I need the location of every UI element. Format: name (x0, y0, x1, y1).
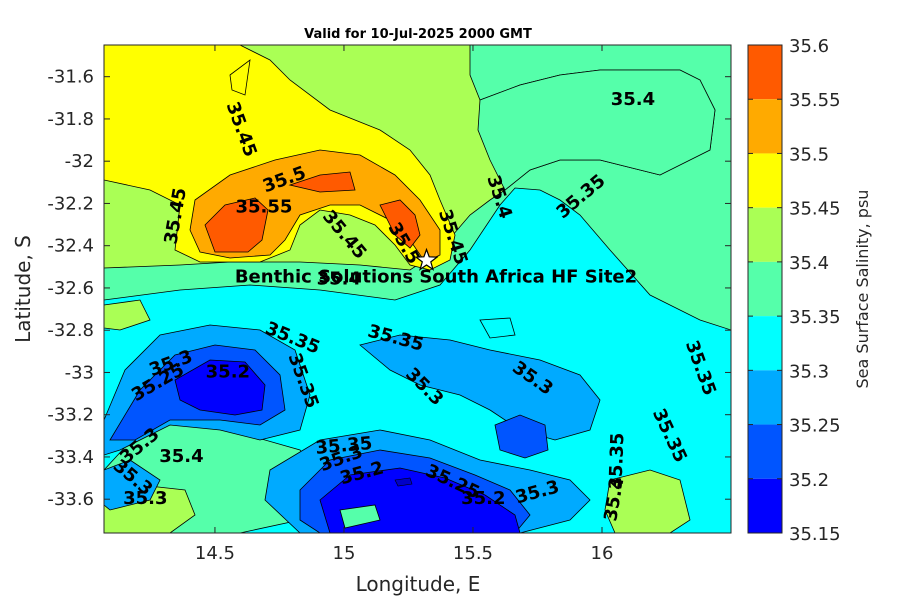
colorbar-tick-label: 35.55 (789, 90, 841, 111)
plot-frame (103, 44, 732, 534)
band-35-6-north (288, 171, 356, 193)
band-35-5 (104, 45, 456, 271)
x-tick-label: 14.5 (195, 543, 235, 564)
y-tick-label: -32.6 (47, 278, 94, 299)
site-marker-group: Benthic Solutions South Africa HF Site2 (235, 247, 637, 287)
band-35-5-patch (229, 59, 251, 96)
colorbar-tick-label: 35.6 (789, 36, 829, 57)
colorbar: 35.6 35.55 35.5 35.45 35.4 35.35 35.3 35.25 35.2… (747, 36, 841, 545)
colorbar-swatch (748, 316, 782, 371)
contour-label: 35.35 (315, 433, 374, 459)
band-35-6-west (204, 197, 269, 253)
colorbar-tick-label: 35.4 (789, 253, 829, 274)
contour-label: 35.4 (159, 446, 203, 467)
band-35-45-south (604, 469, 691, 533)
y-tick-label: -31.6 (47, 67, 94, 88)
x-axis-label: Longitude, E (356, 572, 481, 596)
contour-label: 35.2 (461, 488, 505, 509)
colorbar-tick-label: 35.35 (789, 307, 841, 328)
colorbar-tick-label: 35.45 (789, 199, 841, 220)
y-tick-label: -33.4 (47, 447, 94, 468)
colorbar-swatch (748, 370, 782, 425)
colorbar-tick-label: 35.25 (789, 416, 841, 437)
colorbar-tick-label: 35.2 (789, 470, 829, 491)
x-tick-label: 16 (591, 543, 614, 564)
colorbar-swatch (748, 261, 782, 317)
x-tick-label: 15.5 (453, 543, 493, 564)
colorbar-frame (747, 44, 783, 534)
band-35-6-east (379, 199, 421, 249)
site-star-icon (414, 247, 439, 271)
colorbar-swatch (748, 153, 782, 208)
contour-label: 35.55 (236, 197, 293, 218)
y-tick-label: -32.4 (47, 236, 94, 257)
colorbar-tick-label: 35.15 (789, 524, 841, 545)
y-axis-ticks: -31.6 -31.8 -32 -32.2 -32.4 -32.6 -32.8 -33 -33.… (47, 67, 731, 510)
contour-label: 35.3 (123, 488, 167, 509)
chart-title: Valid for 10-Jul-2025 2000 GMT (304, 27, 532, 42)
colorbar-swatch (748, 207, 782, 262)
x-axis-ticks: 14.5 15 15.5 16 (195, 45, 614, 564)
colorbar-label: Sea Surface Salinity, psu (853, 190, 872, 389)
band-35-2-west (174, 359, 266, 416)
site-label: Benthic Solutions South Africa HF Site2 (235, 266, 637, 287)
contour-label: 35.4 (317, 268, 361, 289)
contour-label: 35.4 (611, 89, 655, 110)
y-tick-label: -33.6 (47, 489, 94, 510)
y-tick-label: -32.8 (47, 320, 94, 341)
contour-label: 35.35 (605, 432, 628, 490)
colorbar-swatch (748, 424, 782, 479)
y-tick-label: -32 (65, 151, 94, 172)
y-tick-label: -32.2 (47, 193, 94, 214)
band-35-3-center (359, 334, 601, 441)
contour-label: 35.2 (206, 361, 250, 382)
y-tick-label: -33.2 (47, 405, 94, 426)
x-tick-label: 15 (333, 543, 356, 564)
colorbar-tick-label: 35.3 (789, 361, 829, 382)
y-axis-label: Latitude, S (11, 235, 35, 343)
colorbar-swatch (748, 45, 782, 100)
colorbar-tick-label: 35.5 (789, 144, 829, 165)
y-tick-label: -31.8 (47, 109, 94, 130)
band-35-45-left (104, 299, 151, 331)
band-35-15-spot (394, 477, 413, 487)
y-tick-label: -33 (65, 362, 94, 383)
band-35-4-island-east (479, 317, 516, 339)
colorbar-swatch (748, 478, 782, 533)
band-35-4-island (339, 504, 381, 529)
colorbar-swatch (748, 99, 782, 154)
band-35-4-pocket (477, 69, 716, 191)
band-35-25-center (494, 414, 549, 459)
band-35-3-southwest (104, 459, 161, 511)
